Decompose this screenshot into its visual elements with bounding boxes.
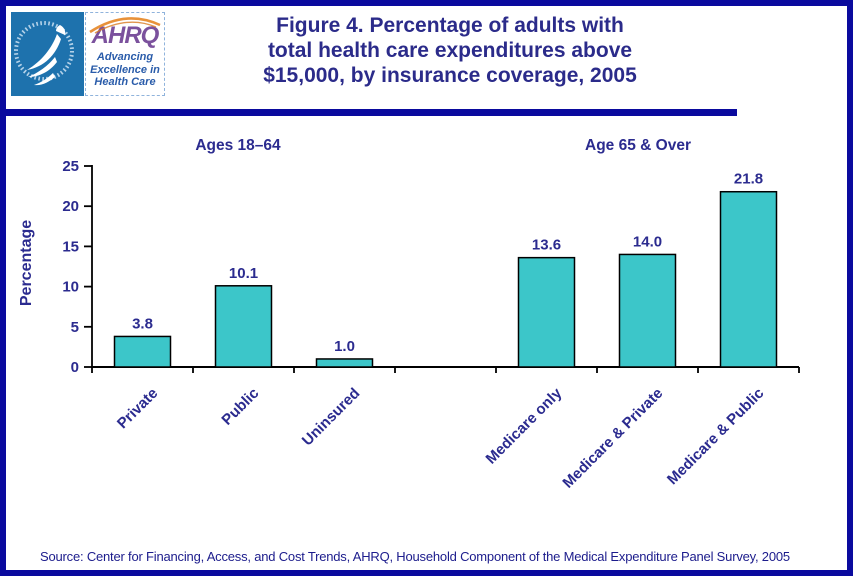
figure-title: Figure 4. Percentage of adults with tota… bbox=[214, 13, 686, 88]
category-label-medicare-public: Medicare & Public bbox=[664, 385, 767, 488]
bar-value-label: 3.8 bbox=[132, 315, 153, 332]
category-label-uninsured: Uninsured bbox=[299, 385, 363, 449]
bar-uninsured bbox=[315, 358, 374, 368]
category-label-medicare-private: Medicare & Private bbox=[559, 385, 666, 492]
figure-title-line: total health care expenditures above bbox=[267, 39, 633, 62]
ahrq-wordmark: AHRQ bbox=[91, 22, 160, 49]
category-label-private: Private bbox=[114, 385, 161, 432]
bar-value-label: 1.0 bbox=[334, 338, 355, 355]
group-label: Age 65 & Over bbox=[585, 137, 691, 154]
bar-chart: 0 5 10 15 20 25 Percentage Ages 18–64 3.8 Private… bbox=[18, 137, 800, 492]
y-axis-title: Percentage bbox=[18, 220, 35, 306]
header-divider-bar bbox=[6, 109, 737, 116]
bar-medicare-public bbox=[719, 190, 778, 368]
bar-value-label: 13.6 bbox=[532, 237, 561, 254]
ahrq-tagline-line: Excellence in bbox=[90, 63, 160, 76]
bar-value-label: 14.0 bbox=[633, 233, 662, 250]
ahrq-tagline: Advancing Excellence in Health Care bbox=[86, 51, 164, 89]
category-label-medicare-only: Medicare only bbox=[483, 384, 566, 467]
figure-title-line: $15,000, by insurance coverage, 2005 bbox=[263, 64, 637, 87]
bar-private bbox=[113, 335, 172, 368]
figure-title-line: Figure 4. Percentage of adults with bbox=[276, 14, 624, 37]
hhs-logo bbox=[11, 12, 84, 96]
bar-value-label: 21.8 bbox=[734, 171, 763, 188]
agency-logos: AHRQ Advancing Excellence in Health Care bbox=[11, 12, 165, 96]
bar-medicare-only bbox=[517, 256, 576, 368]
y-tick-label: 20 bbox=[62, 198, 79, 215]
ahrq-logo: AHRQ Advancing Excellence in Health Care bbox=[85, 12, 165, 96]
source-note: Source: Center for Financing, Access, an… bbox=[40, 549, 790, 564]
hhs-seal-text-ring bbox=[14, 21, 74, 81]
y-tick-label: 25 bbox=[62, 158, 79, 175]
y-tick-label: 5 bbox=[71, 319, 79, 336]
bar-value-label: 10.1 bbox=[229, 265, 258, 282]
ahrq-swoosh-icon bbox=[89, 17, 161, 34]
category-label-public: Public bbox=[218, 385, 262, 429]
y-tick-label: 0 bbox=[71, 359, 79, 376]
ahrq-tagline-line: Advancing bbox=[96, 51, 154, 63]
hhs-eagle-icon bbox=[27, 25, 66, 86]
ahrq-tagline-line: Health Care bbox=[94, 76, 156, 88]
bar-public bbox=[214, 285, 273, 368]
y-tick-label: 10 bbox=[62, 279, 79, 296]
bar-medicare-private bbox=[618, 253, 677, 368]
y-tick-label: 15 bbox=[62, 238, 79, 255]
group-label: Ages 18–64 bbox=[195, 137, 281, 154]
